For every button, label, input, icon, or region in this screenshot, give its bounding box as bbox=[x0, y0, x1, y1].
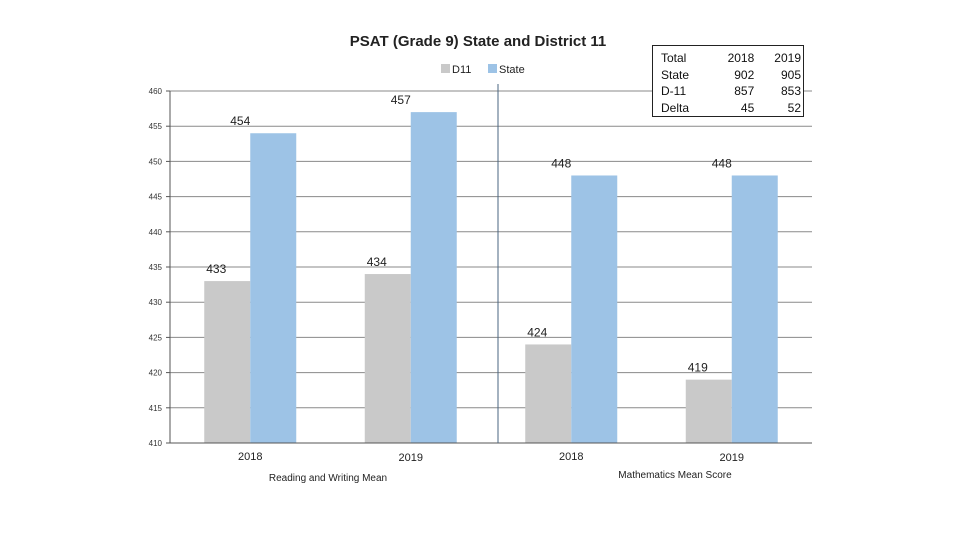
bar-d11-4 bbox=[685, 379, 732, 443]
data-label: 454 bbox=[230, 114, 250, 128]
group-label: Mathematics Mean Score bbox=[618, 470, 732, 481]
table-row: State 902 905 bbox=[661, 67, 803, 84]
table-header-cell: Total bbox=[661, 51, 687, 65]
table-cell: 52 bbox=[787, 100, 801, 115]
table-cell: 905 bbox=[780, 67, 801, 82]
x-tick-label: 2018 bbox=[238, 451, 262, 463]
data-label: 424 bbox=[527, 325, 547, 339]
chart-title: PSAT (Grade 9) State and District 11 bbox=[350, 33, 606, 50]
table-cell: 857 bbox=[734, 84, 755, 98]
legend: D11 State bbox=[441, 64, 525, 76]
data-label: 448 bbox=[551, 156, 571, 170]
legend-swatch bbox=[441, 64, 450, 73]
table-cell: State bbox=[661, 67, 690, 82]
y-axis: 410 415 420 425 430 435 440 445 450 455 460 bbox=[149, 87, 171, 448]
y-tick-label: 445 bbox=[149, 193, 163, 202]
legend-swatch bbox=[488, 64, 497, 73]
y-tick-label: 435 bbox=[149, 263, 163, 272]
x-axis: 2018 2019 2018 2019 Reading and Writing Mean… bbox=[170, 442, 812, 484]
table-header-cell: 2018 bbox=[727, 51, 755, 65]
bar-state-4 bbox=[731, 175, 778, 444]
data-label: 434 bbox=[367, 255, 387, 269]
table-row: D-11 857 853 bbox=[661, 83, 803, 100]
data-label: 433 bbox=[206, 262, 226, 276]
table-header-row: Total 2018 2019 bbox=[661, 50, 803, 67]
bars bbox=[204, 112, 778, 444]
y-tick-label: 455 bbox=[149, 122, 163, 131]
bar-d11-2 bbox=[364, 274, 411, 443]
table-row: Delta 45 52 bbox=[661, 100, 803, 117]
data-label: 457 bbox=[391, 93, 411, 107]
bar-d11-1 bbox=[204, 281, 251, 443]
legend-entry: State bbox=[499, 64, 525, 76]
table-cell: 45 bbox=[740, 100, 755, 115]
x-tick-label: 2019 bbox=[399, 452, 423, 464]
y-tick-label: 415 bbox=[149, 404, 163, 413]
x-tick-label: 2018 bbox=[559, 451, 583, 463]
y-tick-label: 410 bbox=[149, 439, 163, 448]
y-tick-label: 460 bbox=[149, 87, 163, 96]
group-label: Reading and Writing Mean bbox=[269, 473, 387, 484]
table-cell: Delta bbox=[661, 100, 690, 115]
y-tick-label: 450 bbox=[149, 157, 163, 166]
y-tick-label: 425 bbox=[149, 333, 163, 342]
table-cell: D-11 bbox=[661, 84, 687, 98]
data-labels: 433 454 434 457 424 448 419 448 bbox=[206, 93, 732, 375]
table-cell: 902 bbox=[734, 67, 755, 82]
bar-d11-3 bbox=[525, 344, 572, 443]
legend-entry: D11 bbox=[452, 64, 471, 76]
y-tick-label: 440 bbox=[149, 228, 163, 237]
bar-state-2 bbox=[410, 112, 457, 444]
y-tick-label: 430 bbox=[149, 298, 163, 307]
data-label: 419 bbox=[688, 361, 708, 375]
table-cell: 853 bbox=[780, 84, 801, 98]
y-tick-label: 420 bbox=[149, 369, 163, 378]
totals-table: Total 2018 2019 State 902 905 D-11 857 8… bbox=[652, 45, 804, 117]
bar-state-3 bbox=[571, 175, 618, 444]
x-tick-label: 2019 bbox=[720, 452, 744, 464]
table-header-cell: 2019 bbox=[774, 51, 801, 65]
data-label: 448 bbox=[712, 156, 732, 170]
bar-state-1 bbox=[250, 133, 297, 444]
